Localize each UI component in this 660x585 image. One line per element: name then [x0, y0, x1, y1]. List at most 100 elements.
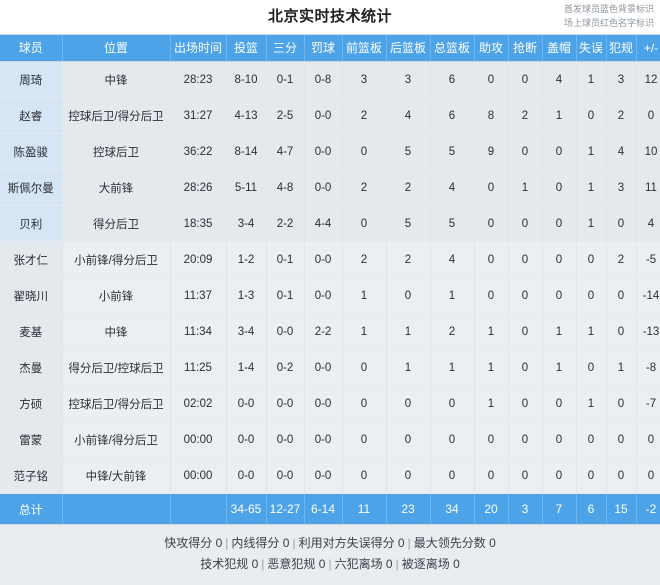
panel-header: 北京实时技术统计 首发球员蓝色背景标识 场上球员红色名字标识 — [0, 0, 660, 35]
cell-blk: 0 — [542, 277, 577, 314]
cell-name: 贝利 — [0, 205, 63, 242]
cell-stl: 0 — [508, 133, 543, 170]
cell-pos: 大前锋 — [62, 169, 171, 206]
cell-name: 张才仁 — [0, 241, 63, 278]
cell-ft: 0-0 — [304, 385, 343, 422]
footer-separator: | — [225, 536, 229, 550]
cell-fg: 4-13 — [226, 97, 267, 134]
cell-pf: 0 — [606, 205, 637, 242]
column-header-ft[interactable]: 罚球 — [304, 35, 343, 62]
cell-blk: 0 — [542, 241, 577, 278]
totals-cell-pos — [62, 493, 171, 524]
totals-cell-name: 总计 — [0, 493, 63, 524]
cell-treb: 6 — [430, 61, 475, 98]
column-header-fg[interactable]: 投篮 — [226, 35, 267, 62]
cell-pm: -5 — [636, 241, 660, 278]
column-header-tov[interactable]: 失误 — [576, 35, 607, 62]
cell-tp: 0-1 — [266, 61, 305, 98]
cell-pf: 0 — [606, 457, 637, 494]
cell-stl: 1 — [508, 169, 543, 206]
cell-pm: 11 — [636, 169, 660, 206]
totals-cell-treb: 34 — [430, 493, 475, 524]
cell-name: 陈盈骏 — [0, 133, 63, 170]
footer-stat-label: 六犯离场 — [334, 557, 386, 571]
column-header-treb[interactable]: 总篮板 — [430, 35, 475, 62]
cell-pm: 10 — [636, 133, 660, 170]
cell-tp: 0-1 — [266, 277, 305, 314]
cell-ft: 4-4 — [304, 205, 343, 242]
totals-cell-oreb: 11 — [342, 493, 387, 524]
column-header-oreb[interactable]: 前篮板 — [342, 35, 387, 62]
totals-cell-stl: 3 — [508, 493, 543, 524]
cell-tov: 1 — [576, 205, 607, 242]
cell-name: 赵睿 — [0, 97, 63, 134]
cell-treb: 5 — [430, 205, 475, 242]
cell-pf: 3 — [606, 61, 637, 98]
column-header-name[interactable]: 球员 — [0, 35, 63, 62]
cell-ft: 0-0 — [304, 97, 343, 134]
column-header-ast[interactable]: 助攻 — [474, 35, 509, 62]
cell-dreb: 4 — [386, 97, 431, 134]
cell-tov: 0 — [576, 421, 607, 458]
cell-blk: 0 — [542, 457, 577, 494]
column-header-pm[interactable]: +/- — [636, 35, 660, 62]
column-header-blk[interactable]: 盖帽 — [542, 35, 577, 62]
cell-tp: 0-2 — [266, 349, 305, 386]
cell-dreb: 0 — [386, 385, 431, 422]
column-header-dreb[interactable]: 后篮板 — [386, 35, 431, 62]
legend-note: 首发球员蓝色背景标识 场上球员红色名字标识 — [564, 2, 654, 30]
cell-min: 20:09 — [170, 241, 227, 278]
cell-tov: 0 — [576, 349, 607, 386]
cell-fg: 1-2 — [226, 241, 267, 278]
cell-ft: 0-0 — [304, 277, 343, 314]
cell-pm: 4 — [636, 205, 660, 242]
totals-cell-pm: -2 — [636, 493, 660, 524]
cell-min: 28:26 — [170, 169, 227, 206]
cell-treb: 0 — [430, 385, 475, 422]
cell-tov: 1 — [576, 169, 607, 206]
column-header-pf[interactable]: 犯规 — [606, 35, 637, 62]
footer-separator: | — [292, 536, 296, 550]
column-header-min[interactable]: 出场时间 — [170, 35, 227, 62]
cell-tov: 1 — [576, 385, 607, 422]
cell-pf: 3 — [606, 169, 637, 206]
cell-oreb: 2 — [342, 97, 387, 134]
cell-blk: 0 — [542, 205, 577, 242]
cell-stl: 0 — [508, 349, 543, 386]
cell-ast: 0 — [474, 421, 509, 458]
column-header-pos[interactable]: 位置 — [62, 35, 171, 62]
cell-name: 方硕 — [0, 385, 63, 422]
cell-ast: 0 — [474, 457, 509, 494]
cell-dreb: 2 — [386, 241, 431, 278]
cell-blk: 1 — [542, 349, 577, 386]
cell-min: 36:22 — [170, 133, 227, 170]
legend-line-starter: 首发球员蓝色背景标识 — [563, 4, 654, 14]
cell-pos: 得分后卫 — [62, 205, 171, 242]
cell-fg: 0-0 — [226, 457, 267, 494]
cell-pos: 中锋 — [62, 313, 171, 350]
cell-name: 杰曼 — [0, 349, 63, 386]
cell-fg: 0-0 — [226, 385, 267, 422]
footer-stat-label: 内线得分 — [231, 536, 283, 550]
cell-tov: 1 — [576, 313, 607, 350]
cell-pos: 小前锋/得分后卫 — [62, 241, 171, 278]
column-header-stl[interactable]: 抢断 — [508, 35, 543, 62]
cell-treb: 1 — [430, 277, 475, 314]
column-header-tp[interactable]: 三分 — [266, 35, 305, 62]
cell-treb: 5 — [430, 133, 475, 170]
cell-oreb: 0 — [342, 421, 387, 458]
